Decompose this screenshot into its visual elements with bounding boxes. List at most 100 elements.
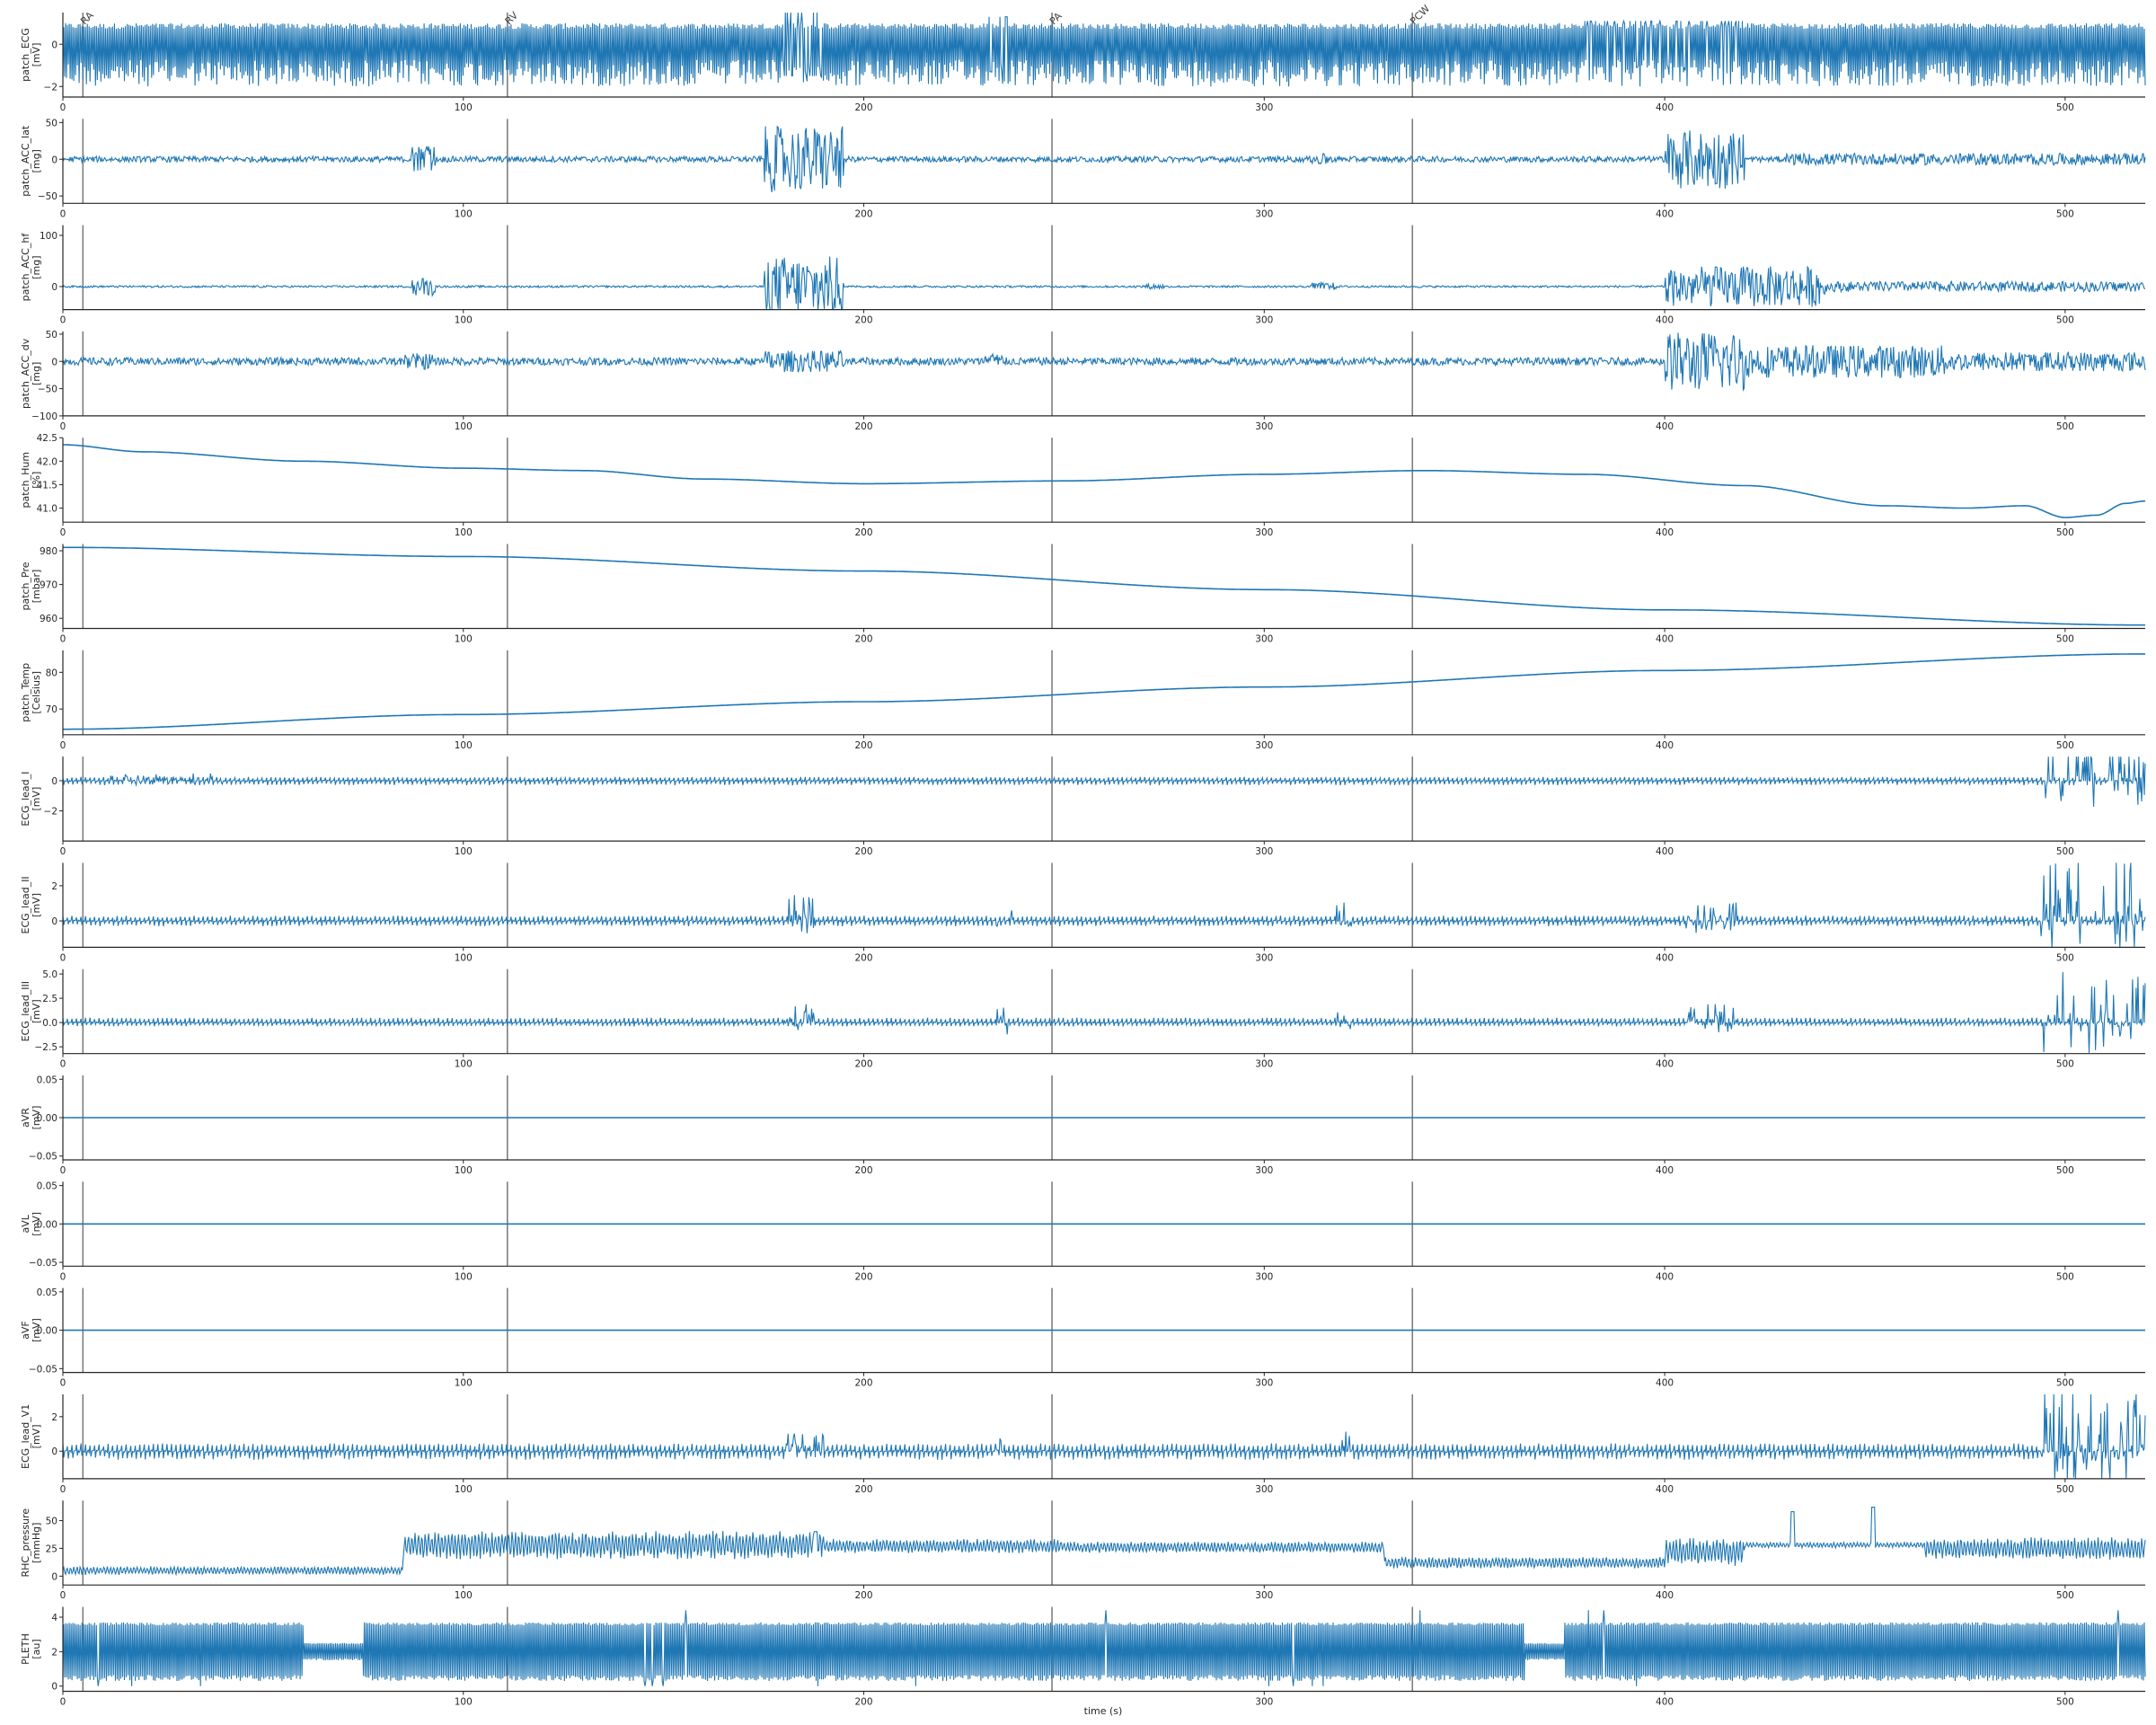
y-axis-label-unit: [mV] [31, 43, 42, 67]
x-tick-label: 200 [855, 1271, 873, 1282]
y-axis-label: patch_Pre[mbar] [20, 562, 42, 610]
x-tick-label: 0 [60, 1378, 66, 1389]
y-tick-label: 0.05 [37, 1075, 57, 1085]
x-tick-label: 300 [1255, 1484, 1273, 1495]
x-tick-label: 500 [2056, 846, 2074, 857]
y-axis-label: aVF[mV] [20, 1318, 42, 1342]
x-tick-label: 500 [2056, 634, 2074, 645]
y-axis-label-name: ECG_lead_I [20, 772, 31, 827]
y-tick-label: 42.0 [37, 456, 57, 467]
y-tick-label: 2.5 [42, 994, 57, 1004]
x-tick-label: 500 [2056, 421, 2074, 432]
y-tick-label: −50 [38, 191, 57, 202]
x-tick-label: 100 [455, 1378, 473, 1389]
x-tick-label: 200 [855, 1697, 873, 1708]
y-tick-label: 0 [51, 357, 57, 367]
x-tick-label: 500 [2056, 1378, 2074, 1389]
y-tick-label: 50 [46, 1516, 57, 1526]
y-tick-label: 960 [40, 614, 57, 624]
x-tick-label: 100 [455, 1165, 473, 1176]
y-tick-label: −2.5 [35, 1042, 58, 1053]
y-tick-label: 50 [46, 118, 57, 128]
x-tick-label: 400 [1656, 1059, 1674, 1070]
y-tick-label: 4 [51, 1613, 57, 1623]
x-tick-label: 200 [855, 634, 873, 645]
x-tick-label: 200 [855, 527, 873, 538]
y-tick-label: 80 [46, 668, 57, 678]
y-tick-label: 2 [51, 881, 57, 892]
y-axis-label-name: aVF [20, 1321, 31, 1340]
x-tick-label: 500 [2056, 208, 2074, 219]
panel-patch_ACC_hf: 0 100 0 100 200 300 400 500 patch_ACC_hf[mg] [20, 225, 2146, 326]
y-tick-label: 0 [51, 1682, 57, 1693]
x-tick-label: 400 [1656, 740, 1674, 751]
y-axis-label: patch_Temp[Celsius] [20, 663, 42, 722]
x-tick-label: 100 [455, 1697, 473, 1708]
y-tick-label: 0 [51, 1571, 57, 1582]
x-tick-label: 300 [1255, 1271, 1273, 1282]
x-tick-label: 0 [60, 634, 66, 645]
x-tick-label: 200 [855, 952, 873, 963]
series-line-patch_ACC_lat [62, 125, 2146, 192]
panel-aVR: −0.05 0.00 0.05 0 100 200 300 400 500 aVR[mV] [20, 1075, 2145, 1176]
y-tick-label: 0.00 [37, 1113, 57, 1124]
y-tick-label: 0 [51, 282, 57, 293]
y-axis-label-unit: [mV] [31, 1318, 42, 1342]
y-axis-label: patch_ACC_dv[mg] [20, 338, 42, 409]
x-tick-label: 100 [455, 1484, 473, 1495]
panel-aVF: −0.05 0.00 0.05 0 100 200 300 400 500 aVF[mV] [20, 1287, 2145, 1389]
x-tick-label: 400 [1656, 208, 1674, 219]
series-line-patch_ACC_hf [62, 256, 2146, 311]
y-axis-label-unit: [%] [31, 472, 42, 489]
x-tick-label: 0 [60, 740, 66, 751]
x-tick-label: 0 [60, 846, 66, 857]
y-tick-label: 970 [40, 580, 57, 591]
panel-ECG_lead_V1: 0 2 0 100 200 300 400 500 ECG_lead_V1[mV] [20, 1393, 2146, 1495]
y-axis-label-unit: [Celsius] [31, 671, 42, 714]
series-line-ECG_lead_V1 [62, 1393, 2146, 1479]
x-tick-label: 200 [855, 740, 873, 751]
y-tick-label: 0 [51, 776, 57, 787]
y-tick-label: −100 [31, 411, 57, 422]
y-tick-label: 41.0 [37, 504, 57, 515]
y-axis-label-name: ECG_lead_V1 [20, 1404, 31, 1469]
x-tick-label: 0 [60, 1165, 66, 1176]
x-tick-label: 300 [1255, 1165, 1273, 1176]
panel-ECG_lead_III: −2.5 0.0 2.5 5.0 0 100 200 300 400 500 ECG_lead_II… [20, 969, 2146, 1070]
x-tick-label: 300 [1255, 634, 1273, 645]
x-tick-label: 400 [1656, 952, 1674, 963]
y-tick-label: 0.0 [42, 1018, 57, 1029]
x-tick-label: 0 [60, 952, 66, 963]
x-tick-label: 0 [60, 1484, 66, 1495]
y-axis-label-name: PLETH [20, 1633, 31, 1665]
x-tick-label: 100 [455, 421, 473, 432]
x-tick-label: 0 [60, 1590, 66, 1601]
x-tick-label: 500 [2056, 952, 2074, 963]
x-tick-label: 300 [1255, 740, 1273, 751]
y-axis-label-unit: [mV] [31, 999, 42, 1023]
panel-ECG_lead_II: 0 2 0 100 200 300 400 500 ECG_lead_II[mV] [20, 862, 2146, 963]
x-tick-label: 0 [60, 102, 66, 113]
x-tick-label: 100 [455, 527, 473, 538]
y-tick-label: 50 [46, 330, 57, 341]
series-line-ECG_lead_I [62, 756, 2146, 807]
y-tick-label: 0 [51, 155, 57, 165]
x-tick-label: 200 [855, 315, 873, 326]
x-tick-label: 400 [1656, 102, 1674, 113]
y-tick-label: 0 [51, 40, 57, 50]
y-axis-label-name: patch_Temp [20, 663, 31, 722]
x-tick-label: 100 [455, 740, 473, 751]
x-tick-label: 300 [1255, 102, 1273, 113]
y-tick-label: −50 [38, 385, 57, 395]
y-axis-label-unit: [mV] [31, 1424, 42, 1448]
y-axis-label-unit: [mV] [31, 893, 42, 917]
y-axis-label-unit: [mg] [31, 255, 42, 279]
x-tick-label: 200 [855, 1059, 873, 1070]
x-tick-label: 500 [2056, 527, 2074, 538]
x-tick-label: 400 [1656, 527, 1674, 538]
x-tick-label: 200 [855, 421, 873, 432]
x-tick-label: 300 [1255, 421, 1273, 432]
x-tick-label: 0 [60, 1697, 66, 1708]
